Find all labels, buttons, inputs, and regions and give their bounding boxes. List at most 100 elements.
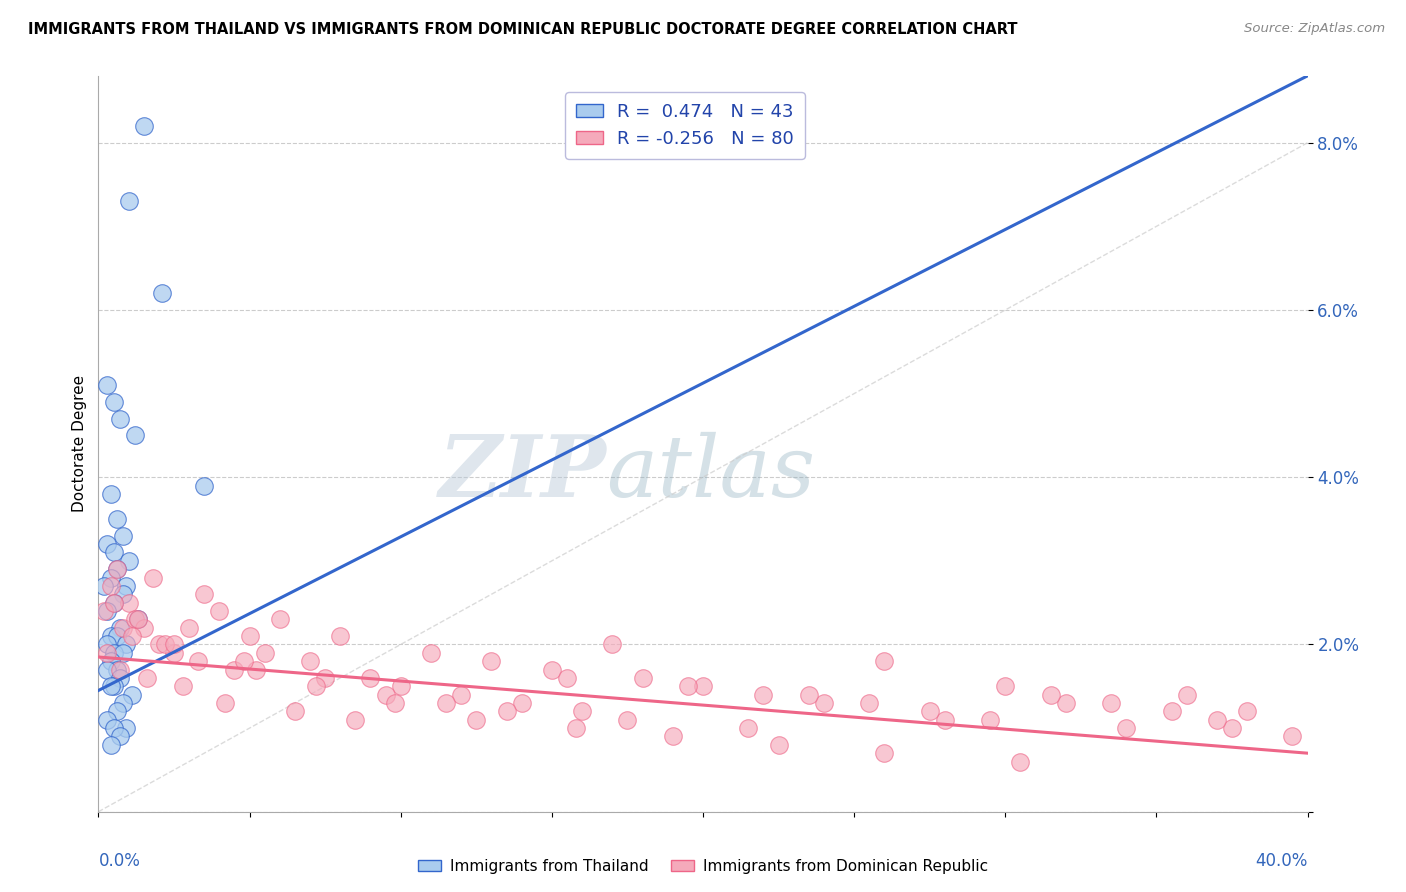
Point xyxy=(100,738,122,752)
Point xyxy=(510,696,533,710)
Point xyxy=(103,395,125,409)
Point xyxy=(135,671,157,685)
Point xyxy=(1236,705,1258,719)
Point xyxy=(239,629,262,643)
Point xyxy=(1175,688,1198,702)
Point xyxy=(420,646,443,660)
Point xyxy=(103,679,125,693)
Point xyxy=(465,713,488,727)
Point xyxy=(103,596,125,610)
Point xyxy=(111,529,134,543)
Point xyxy=(193,587,215,601)
Point xyxy=(163,637,186,651)
Point xyxy=(360,671,382,685)
Text: Source: ZipAtlas.com: Source: ZipAtlas.com xyxy=(1244,22,1385,36)
Point xyxy=(96,646,118,660)
Point xyxy=(105,663,128,677)
Point xyxy=(737,721,759,735)
Point xyxy=(873,746,896,760)
Point xyxy=(105,705,128,719)
Point xyxy=(918,705,941,719)
Point xyxy=(768,738,790,752)
Point xyxy=(100,679,122,693)
Point xyxy=(994,679,1017,693)
Point xyxy=(450,688,472,702)
Point xyxy=(1220,721,1243,735)
Point xyxy=(96,537,118,551)
Point xyxy=(118,554,141,568)
Point xyxy=(873,654,896,668)
Point xyxy=(111,646,134,660)
Point xyxy=(979,713,1001,727)
Point xyxy=(124,428,146,442)
Point xyxy=(269,612,291,626)
Point xyxy=(631,671,654,685)
Point xyxy=(93,579,115,593)
Point xyxy=(100,571,122,585)
Point xyxy=(108,411,131,425)
Legend: Immigrants from Thailand, Immigrants from Dominican Republic: Immigrants from Thailand, Immigrants fro… xyxy=(412,853,994,880)
Point xyxy=(108,730,131,744)
Point xyxy=(124,612,146,626)
Point xyxy=(111,696,134,710)
Text: atlas: atlas xyxy=(606,432,815,515)
Point xyxy=(692,679,714,693)
Point xyxy=(858,696,880,710)
Point xyxy=(434,696,457,710)
Point xyxy=(118,194,141,209)
Point xyxy=(565,721,588,735)
Point xyxy=(179,621,201,635)
Point xyxy=(661,730,683,744)
Text: IMMIGRANTS FROM THAILAND VS IMMIGRANTS FROM DOMINICAN REPUBLIC DOCTORATE DEGREE : IMMIGRANTS FROM THAILAND VS IMMIGRANTS F… xyxy=(28,22,1018,37)
Point xyxy=(1054,696,1077,710)
Point xyxy=(344,713,367,727)
Point xyxy=(602,637,624,651)
Point xyxy=(118,596,141,610)
Point xyxy=(103,646,125,660)
Point xyxy=(148,637,170,651)
Point xyxy=(384,696,406,710)
Point xyxy=(100,487,122,501)
Point xyxy=(616,713,638,727)
Point xyxy=(1039,688,1062,702)
Point xyxy=(284,705,307,719)
Point xyxy=(1010,755,1032,769)
Point xyxy=(253,646,276,660)
Point xyxy=(153,637,176,651)
Point xyxy=(114,721,136,735)
Point xyxy=(1160,705,1182,719)
Point xyxy=(121,688,143,702)
Point xyxy=(329,629,352,643)
Point xyxy=(96,378,118,392)
Point xyxy=(1281,730,1303,744)
Point xyxy=(111,621,134,635)
Point xyxy=(105,562,128,576)
Point xyxy=(797,688,820,702)
Point xyxy=(481,654,503,668)
Point xyxy=(172,679,194,693)
Point xyxy=(374,688,396,702)
Point xyxy=(299,654,322,668)
Point xyxy=(100,629,122,643)
Point xyxy=(132,621,155,635)
Point xyxy=(103,545,125,559)
Point xyxy=(105,562,128,576)
Point xyxy=(495,705,517,719)
Point xyxy=(571,705,593,719)
Point xyxy=(105,629,128,643)
Point xyxy=(555,671,578,685)
Point xyxy=(108,671,131,685)
Point xyxy=(208,604,231,618)
Point xyxy=(100,579,122,593)
Point xyxy=(187,654,209,668)
Text: 0.0%: 0.0% xyxy=(98,852,141,871)
Point xyxy=(142,571,165,585)
Point xyxy=(96,637,118,651)
Point xyxy=(114,579,136,593)
Point xyxy=(389,679,412,693)
Point xyxy=(676,679,699,693)
Point xyxy=(96,663,118,677)
Point xyxy=(193,478,215,492)
Point xyxy=(150,286,173,301)
Point xyxy=(245,663,267,677)
